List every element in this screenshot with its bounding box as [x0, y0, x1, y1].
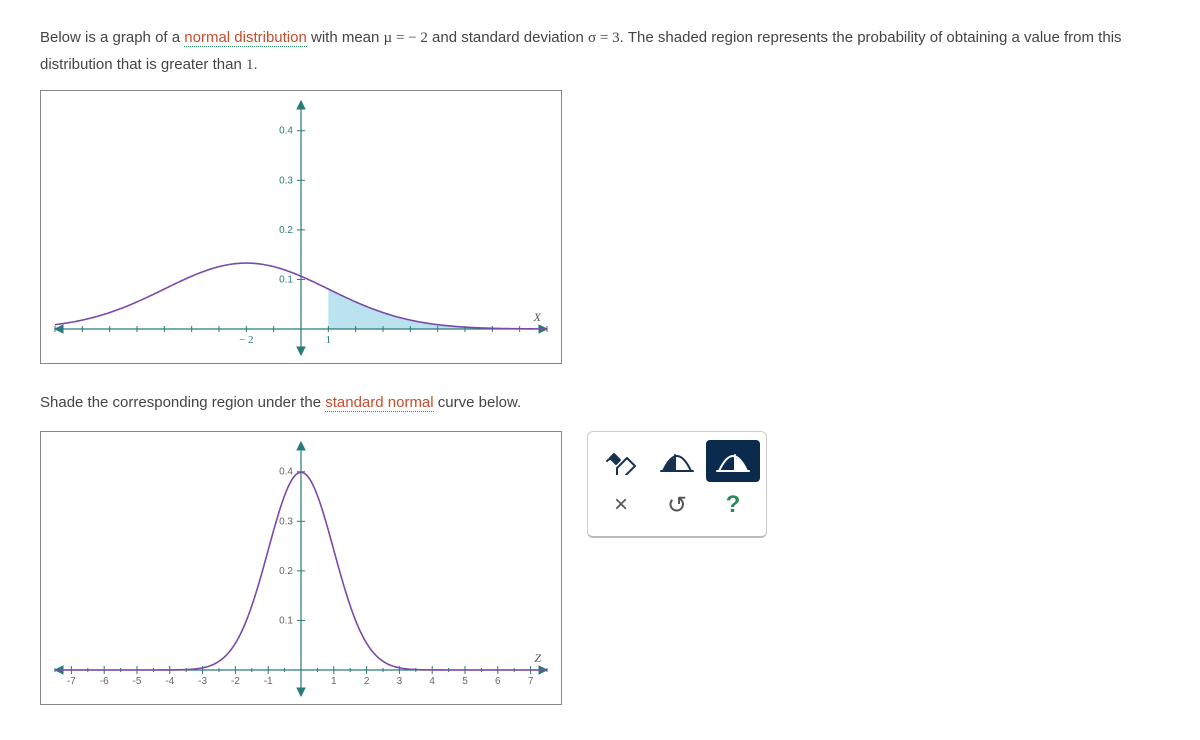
t: . [253, 56, 257, 73]
svg-text:1: 1 [326, 334, 332, 346]
svg-text:1: 1 [331, 676, 337, 687]
svg-text:-1: -1 [264, 676, 273, 687]
t: curve below. [434, 394, 522, 411]
svg-text:0.4: 0.4 [279, 467, 293, 478]
sigma-value: 3 [612, 30, 620, 46]
t: and standard deviation [428, 29, 588, 46]
svg-text:Z: Z [534, 651, 541, 665]
t: with mean [307, 29, 384, 46]
eraser-icon[interactable] [594, 440, 648, 482]
t: = [596, 30, 612, 46]
mu-value: − 2 [408, 30, 428, 46]
svg-text:2: 2 [364, 676, 370, 687]
t: = [392, 30, 408, 46]
mu-symbol: µ [384, 30, 393, 46]
svg-text:0.1: 0.1 [279, 615, 293, 626]
svg-text:0.2: 0.2 [279, 225, 293, 236]
svg-text:4: 4 [429, 676, 435, 687]
problem-text: Below is a graph of a normal distributio… [40, 25, 1160, 78]
svg-text:0.4: 0.4 [279, 126, 293, 137]
standard-normal-graph[interactable]: 0.1 0.2 0.3 0.4 -7 -6 -5 -4 -3 -2 -1 1 2 3 4 5 6 7Z [40, 431, 562, 705]
normal-distribution-link[interactable]: normal distribution [184, 29, 307, 47]
svg-text:6: 6 [495, 676, 501, 687]
instruction-text: Shade the corresponding region under the… [40, 394, 1160, 411]
given-normal-graph: 0.1 0.2 0.3 0.4 − 2 1 X [40, 90, 562, 364]
svg-text:0.3: 0.3 [279, 175, 293, 186]
svg-text:-2: -2 [231, 676, 240, 687]
svg-text:0.1: 0.1 [279, 274, 293, 285]
svg-text:− 2: − 2 [239, 334, 253, 346]
t: Below is a graph of a [40, 29, 184, 46]
svg-text:0.2: 0.2 [279, 566, 293, 577]
t: Shade the corresponding region under the [40, 394, 325, 411]
standard-normal-link[interactable]: standard normal [325, 394, 433, 412]
undo-icon[interactable]: ↺ [650, 484, 704, 526]
svg-text:-5: -5 [133, 676, 142, 687]
svg-text:X: X [533, 310, 542, 324]
shading-toolbar: ×↺? [587, 431, 767, 538]
help-icon[interactable]: ? [706, 484, 760, 526]
svg-text:-4: -4 [165, 676, 174, 687]
sigma-symbol: σ [588, 30, 596, 46]
svg-text:3: 3 [397, 676, 403, 687]
svg-text:-3: -3 [198, 676, 207, 687]
svg-text:5: 5 [462, 676, 468, 687]
svg-text:7: 7 [528, 676, 534, 687]
shade-right-icon[interactable] [706, 440, 760, 482]
shade-left-icon[interactable] [650, 440, 704, 482]
svg-text:-6: -6 [100, 676, 109, 687]
svg-text:0.3: 0.3 [279, 516, 293, 527]
svg-text:-7: -7 [67, 676, 76, 687]
close-icon[interactable]: × [594, 484, 648, 526]
